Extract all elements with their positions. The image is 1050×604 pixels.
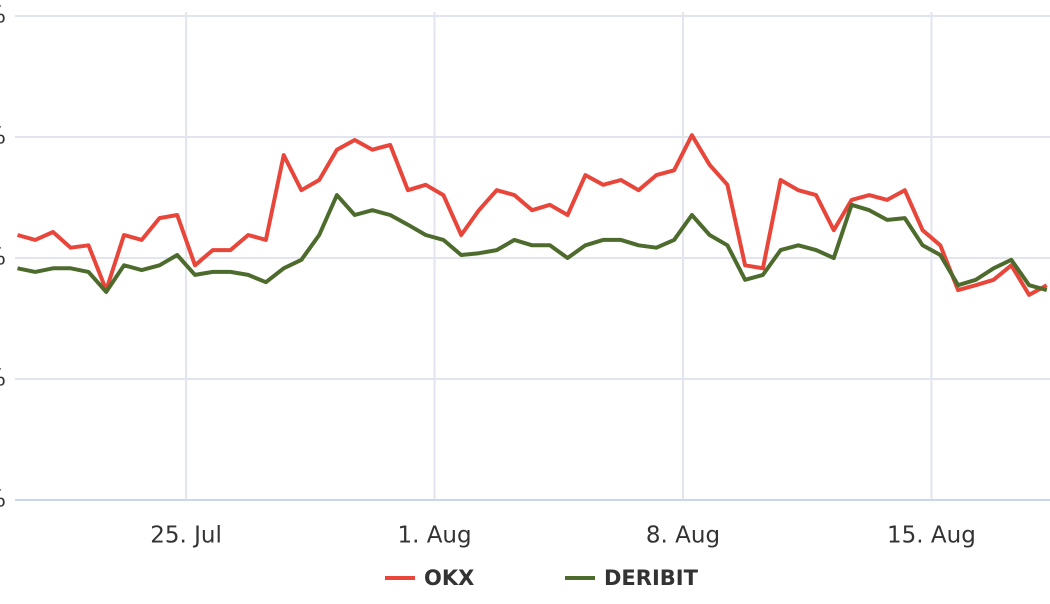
legend-label[interactable]: OKX — [424, 566, 474, 590]
legend-label[interactable]: DERIBIT — [604, 566, 699, 590]
x-tick-label: 15. Aug — [887, 523, 976, 549]
x-tick-label: 25. Jul — [150, 523, 222, 549]
x-tick-label: 8. Aug — [646, 523, 720, 549]
y-tick-label: 40% — [0, 245, 6, 271]
x-tick-label: 1. Aug — [397, 523, 471, 549]
y-tick-label: 80% — [0, 3, 6, 29]
series-line — [17, 193, 1048, 294]
y-tick-label: 20% — [0, 366, 6, 392]
y-tick-label: 0% — [0, 487, 6, 513]
y-tick-label: 60% — [0, 124, 6, 150]
series-line — [16, 133, 1048, 297]
